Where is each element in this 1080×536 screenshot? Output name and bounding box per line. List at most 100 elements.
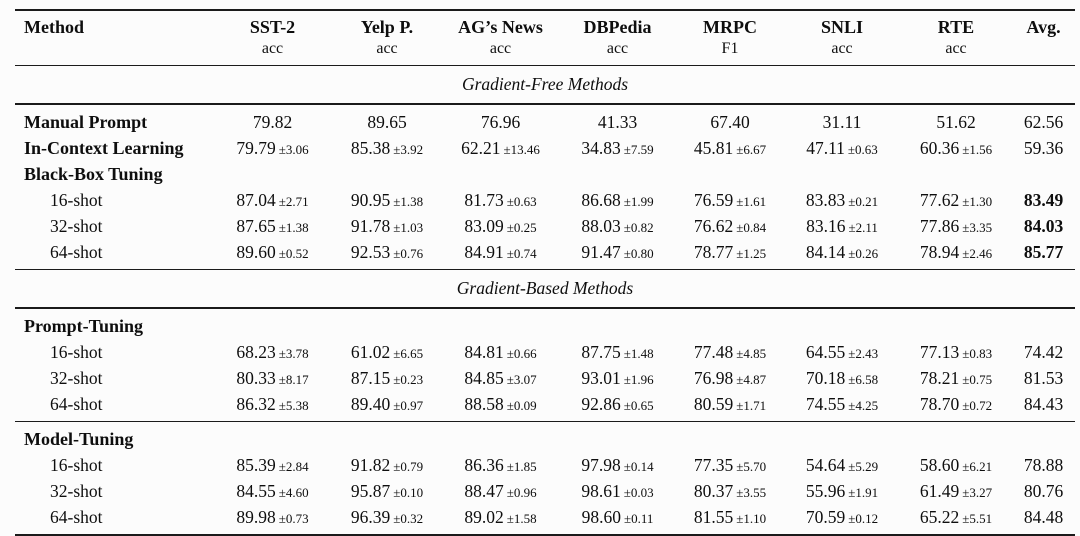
column-name: DBPedia <box>583 17 652 37</box>
metric-cell <box>900 308 1012 339</box>
metric-cell: 78.70 ±0.72 <box>900 391 1012 422</box>
metric-value: 80.37 <box>693 480 734 501</box>
std-value: ±0.32 <box>393 510 424 526</box>
std-value: ±13.46 <box>503 141 540 157</box>
metric-value: 86.36 <box>464 454 504 475</box>
method-label: 16-shot <box>50 189 103 210</box>
metric-value: 84.55 <box>236 480 276 501</box>
metric-cell: 64.55 ±2.43 <box>784 339 900 365</box>
std-value: ±2.84 <box>278 458 309 474</box>
std-value: ±3.35 <box>962 219 993 235</box>
avg-cell: 85.77 <box>1012 239 1075 270</box>
avg-value: 84.48 <box>1023 506 1064 527</box>
std-value: ±0.76 <box>393 245 424 261</box>
metric-cell <box>332 421 442 452</box>
section-title: Gradient-Based Methods <box>15 269 1075 309</box>
metric-cell: 88.03 ±0.82 <box>559 213 676 239</box>
column-header: Avg. <box>1012 10 1075 66</box>
metric-cell <box>784 421 900 452</box>
method-label: In-Context Learning <box>24 137 184 158</box>
metric-value: 70.18 <box>805 367 846 388</box>
metric-cell: 88.47 ±0.96 <box>442 478 559 504</box>
metric-value: 68.23 <box>236 341 276 362</box>
metric-value: 51.62 <box>936 111 976 132</box>
std-value: ±0.83 <box>962 345 993 361</box>
metric-cell: 47.11 ±0.63 <box>784 135 900 161</box>
table-row: 16-shot 68.23 ±3.78 61.02 ±6.65 84.81 ±0.66 87.… <box>15 339 1075 365</box>
std-value: ±0.09 <box>506 397 537 413</box>
metric-cell: 86.68 ±1.99 <box>559 187 676 213</box>
metric-cell <box>900 421 1012 452</box>
metric-value: 62.21 <box>461 137 501 158</box>
metric-cell: 89.65 <box>332 104 442 135</box>
metric-value: 67.40 <box>710 111 750 132</box>
metric-value: 70.59 <box>805 506 846 527</box>
metric-cell: 76.59 ±1.61 <box>676 187 784 213</box>
metric-value: 91.47 <box>581 241 621 262</box>
section-title-row: Gradient-Based Methods <box>15 269 1075 309</box>
column-metric: F1 <box>721 40 739 57</box>
column-header: SNLI acc <box>784 10 900 66</box>
column-metric: acc <box>376 40 398 57</box>
avg-cell: 84.43 <box>1012 391 1075 422</box>
metric-cell: 68.23 ±3.78 <box>213 339 332 365</box>
metric-cell: 67.40 <box>676 104 784 135</box>
metric-cell: 78.94 ±2.46 <box>900 239 1012 270</box>
metric-cell: 78.77 ±1.25 <box>676 239 784 270</box>
metric-cell: 83.09 ±0.25 <box>442 213 559 239</box>
metric-value: 77.48 <box>693 341 734 362</box>
metric-cell: 87.15 ±0.23 <box>332 365 442 391</box>
metric-value: 93.01 <box>581 367 621 388</box>
metric-cell: 90.95 ±1.38 <box>332 187 442 213</box>
metric-cell: 93.01 ±1.96 <box>559 365 676 391</box>
metric-value: 34.83 <box>581 137 621 158</box>
std-value: ±0.21 <box>848 193 879 209</box>
table-row: 16-shot 87.04 ±2.71 90.95 ±1.38 81.73 ±0.63 86.… <box>15 187 1075 213</box>
metric-value: 77.13 <box>919 341 960 362</box>
metric-cell <box>900 161 1012 187</box>
std-value: ±0.14 <box>623 458 654 474</box>
avg-cell <box>1012 161 1075 187</box>
metric-cell: 98.61 ±0.03 <box>559 478 676 504</box>
std-value: ±0.74 <box>506 245 537 261</box>
metric-cell <box>332 308 442 339</box>
metric-value: 41.33 <box>597 111 638 132</box>
table-row: Prompt-Tuning <box>15 308 1075 339</box>
metric-value: 45.81 <box>693 137 734 158</box>
metric-cell: 83.83 ±0.21 <box>784 187 900 213</box>
metric-value: 61.49 <box>919 480 960 501</box>
metric-cell: 87.65 ±1.38 <box>213 213 332 239</box>
metric-cell: 89.98 ±0.73 <box>213 504 332 535</box>
method-label: 16-shot <box>50 341 103 362</box>
metric-cell: 92.86 ±0.65 <box>559 391 676 422</box>
method-label: 64-shot <box>50 506 103 527</box>
metric-value: 89.65 <box>367 111 407 132</box>
metric-cell: 88.58 ±0.09 <box>442 391 559 422</box>
std-value: ±5.29 <box>848 458 879 474</box>
avg-value: 62.56 <box>1023 111 1064 132</box>
metric-value: 87.04 <box>236 189 276 210</box>
avg-cell: 78.88 <box>1012 452 1075 478</box>
metric-value: 31.11 <box>822 111 862 132</box>
metric-cell: 55.96 ±1.91 <box>784 478 900 504</box>
metric-cell <box>784 308 900 339</box>
avg-value: 74.42 <box>1023 341 1064 362</box>
metric-value: 91.82 <box>350 454 391 475</box>
table-row: 16-shot 85.39 ±2.84 91.82 ±0.79 86.36 ±1.85 97.… <box>15 452 1075 478</box>
metric-cell: 91.82 ±0.79 <box>332 452 442 478</box>
std-value: ±0.80 <box>623 245 654 261</box>
column-name: MRPC <box>703 17 757 37</box>
metric-value: 74.55 <box>805 393 846 414</box>
column-header: Method <box>15 10 213 66</box>
table-row: 32-shot 80.33 ±8.17 87.15 ±0.23 84.85 ±3.07 93.… <box>15 365 1075 391</box>
metric-value: 80.59 <box>693 393 734 414</box>
metric-cell: 76.96 <box>442 104 559 135</box>
std-value: ±6.21 <box>962 458 993 474</box>
std-value: ±7.59 <box>623 141 654 157</box>
metric-cell: 87.75 ±1.48 <box>559 339 676 365</box>
metric-cell: 81.73 ±0.63 <box>442 187 559 213</box>
metric-cell: 31.11 <box>784 104 900 135</box>
metric-cell <box>213 421 332 452</box>
metric-value: 90.95 <box>350 189 391 210</box>
metric-cell: 85.38 ±3.92 <box>332 135 442 161</box>
